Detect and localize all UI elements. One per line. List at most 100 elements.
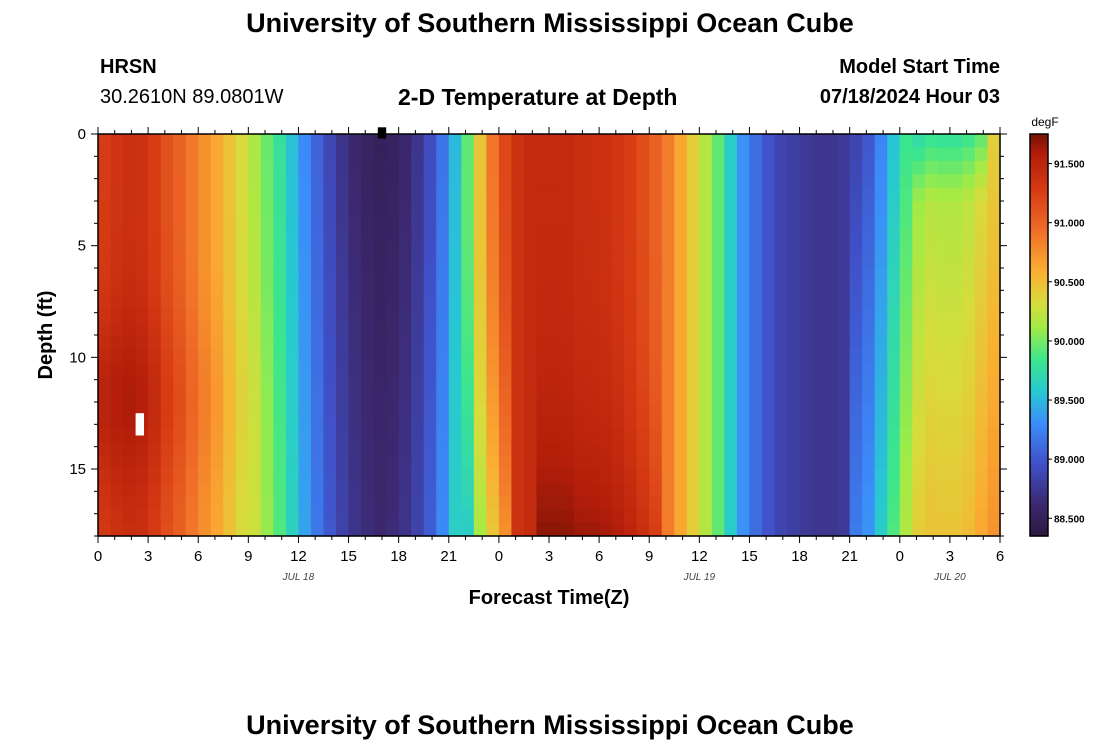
heatmap-cell xyxy=(110,160,124,175)
heatmap-cell xyxy=(661,294,675,309)
heatmap-cell xyxy=(273,348,287,363)
colorbar-segment xyxy=(1030,448,1048,452)
heatmap-cell xyxy=(874,442,888,457)
heatmap-cell xyxy=(511,375,525,390)
heatmap-cell xyxy=(849,388,863,403)
heatmap-cell xyxy=(210,495,224,510)
heatmap-cell xyxy=(461,335,475,349)
heatmap-cell xyxy=(298,509,312,524)
colorbar-segment xyxy=(1030,458,1048,462)
heatmap-cell xyxy=(523,254,538,269)
heatmap-cell xyxy=(173,268,187,282)
colorbar-segment xyxy=(1030,229,1048,233)
heatmap-cell xyxy=(198,294,212,309)
heatmap-cell xyxy=(123,308,137,323)
heatmap-cell xyxy=(736,294,751,309)
heatmap-cell xyxy=(436,428,450,443)
colorbar-segment xyxy=(1030,352,1048,356)
heatmap-cell xyxy=(198,147,212,162)
heatmap-cell xyxy=(198,469,212,483)
heatmap-cell xyxy=(361,281,375,296)
heatmap-cell xyxy=(486,402,500,416)
heatmap-cell xyxy=(198,348,212,363)
heatmap-cell xyxy=(912,134,926,148)
heatmap-cell xyxy=(373,495,387,510)
heatmap-cell xyxy=(511,281,525,296)
heatmap-cell xyxy=(962,134,976,148)
heatmap-cell xyxy=(348,361,362,376)
heatmap-cell xyxy=(574,522,588,537)
heatmap-cell xyxy=(386,469,400,483)
heatmap-cell xyxy=(336,321,350,336)
heatmap-cell xyxy=(98,134,112,148)
heatmap-cell xyxy=(235,361,249,376)
heatmap-cell xyxy=(837,281,851,296)
heatmap-cell xyxy=(148,348,162,363)
heatmap-cell xyxy=(536,160,550,175)
heatmap-cell xyxy=(699,482,713,497)
heatmap-cell xyxy=(574,321,588,336)
heatmap-cell xyxy=(711,174,725,189)
colorbar-segment xyxy=(1030,407,1048,411)
heatmap-cell xyxy=(837,361,851,376)
heatmap-cell xyxy=(736,428,751,443)
heatmap-cell xyxy=(599,147,613,162)
heatmap-cell xyxy=(887,321,901,336)
heatmap-cell xyxy=(761,335,776,349)
heatmap-cell xyxy=(285,294,300,309)
heatmap-cell xyxy=(260,455,274,470)
heatmap-cell xyxy=(987,321,1001,336)
heatmap-cell xyxy=(210,281,224,296)
heatmap-cell xyxy=(248,308,262,323)
heatmap-cell xyxy=(899,187,913,202)
heatmap-cell xyxy=(536,361,550,376)
heatmap-cell xyxy=(198,388,212,403)
heatmap-cell xyxy=(135,321,149,336)
heatmap-cell xyxy=(348,160,362,175)
heatmap-cell xyxy=(123,428,137,443)
heatmap-cell xyxy=(661,160,675,175)
heatmap-cell xyxy=(511,482,525,497)
heatmap-cell xyxy=(210,321,224,336)
heatmap-cell xyxy=(561,187,575,202)
heatmap-cell xyxy=(423,214,437,229)
colorbar-segment xyxy=(1030,239,1048,243)
heatmap-cell xyxy=(787,469,801,483)
heatmap-cell xyxy=(185,227,199,242)
colorbar-segment xyxy=(1030,234,1048,238)
heatmap-cell xyxy=(699,509,713,524)
heatmap-cell xyxy=(549,455,563,470)
heatmap-cell xyxy=(336,281,350,296)
heatmap-cell xyxy=(787,201,801,215)
heatmap-cell xyxy=(323,254,337,269)
heatmap-cell xyxy=(173,294,187,309)
heatmap-cell xyxy=(298,482,312,497)
heatmap-cell xyxy=(686,442,700,457)
heatmap-cell xyxy=(849,361,863,376)
heatmap-cell xyxy=(974,428,989,443)
heatmap-cell xyxy=(461,134,475,148)
heatmap-cell xyxy=(348,415,362,430)
heatmap-cell xyxy=(185,308,199,323)
heatmap-cell xyxy=(123,509,137,524)
heatmap-cell xyxy=(824,348,838,363)
heatmap-cell xyxy=(849,147,863,162)
heatmap-cell xyxy=(398,335,412,349)
heatmap-cell xyxy=(611,375,625,390)
heatmap-cell xyxy=(599,201,613,215)
heatmap-cell xyxy=(787,308,801,323)
heatmap-cell xyxy=(599,495,613,510)
heatmap-cell xyxy=(987,442,1001,457)
heatmap-cell xyxy=(411,308,425,323)
colorbar-tick-label: 91.500 xyxy=(1054,160,1085,171)
station-coordinates: 30.2610N 89.0801W xyxy=(100,86,284,108)
heatmap-cell xyxy=(874,415,888,430)
heatmap-cell xyxy=(448,348,462,363)
heatmap-cell xyxy=(837,348,851,363)
heatmap-cell xyxy=(260,160,274,175)
heatmap-cell xyxy=(373,482,387,497)
heatmap-cell xyxy=(787,294,801,309)
heatmap-cell xyxy=(574,495,588,510)
heatmap-cell xyxy=(235,134,249,148)
heatmap-cell xyxy=(736,227,751,242)
